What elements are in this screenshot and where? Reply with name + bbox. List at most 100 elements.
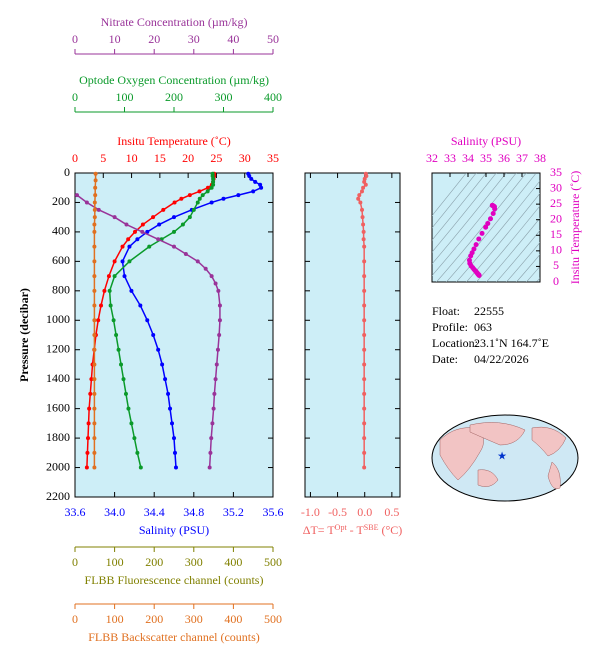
profile-point (93, 171, 98, 176)
y-tick-label: 1000 (46, 312, 70, 326)
profile-point (210, 421, 215, 426)
profile-point (147, 244, 152, 249)
isopycnal (432, 173, 517, 277)
delta-point (362, 318, 367, 323)
delta-point (360, 207, 364, 212)
profile-point (138, 465, 143, 470)
profile-point (92, 207, 97, 212)
x-axis-label-part: Opt (335, 523, 348, 532)
x-tick-label: 0 (72, 32, 78, 46)
plot-area (304, 172, 401, 498)
profile-point (145, 318, 150, 323)
profile-point (209, 200, 214, 205)
x-tick-label: 20 (148, 32, 160, 46)
y-tick-label: 1800 (46, 430, 70, 444)
x-tick-label: 36 (498, 151, 510, 165)
profile-point (205, 185, 210, 190)
profile-point (215, 347, 220, 352)
profile-point (213, 377, 218, 382)
profile-point (132, 436, 137, 441)
isopycnal (456, 180, 540, 282)
ts-point (471, 246, 477, 252)
x-tick-label: 100 (116, 90, 134, 104)
profile-point (87, 406, 92, 411)
ts-title: Salinity (PSU) (451, 134, 521, 148)
x-axis-label-part: (°C) (378, 523, 402, 537)
isopycnal (476, 205, 540, 282)
profile-point (187, 215, 192, 220)
isopycnal (432, 173, 497, 253)
profile-point (172, 244, 176, 249)
x-tick-label: 40 (227, 32, 239, 46)
profile-point (166, 391, 171, 396)
ts-point (473, 242, 479, 248)
profile-point (251, 189, 256, 194)
x-axis-label: Insitu Temperature (˚C) (117, 134, 231, 148)
ts-point (468, 253, 474, 259)
profile-point (92, 347, 97, 352)
profile-point (183, 252, 188, 256)
y-tick-label: 20 (550, 211, 562, 225)
profile-point (259, 185, 264, 190)
profile-point (236, 193, 241, 198)
profile-point (86, 436, 91, 441)
profile-point (211, 406, 216, 411)
profile-point (92, 229, 97, 234)
x-tick-label: 25 (210, 151, 222, 165)
x-tick-label: 5 (100, 151, 106, 165)
x-axis-label: Nitrate Concentration (µm/kg) (101, 15, 248, 29)
profile-point (116, 347, 121, 352)
profile-point (129, 288, 134, 293)
profile-point (161, 207, 166, 212)
profile-point (172, 436, 176, 441)
profile-point (122, 274, 127, 279)
profile-point (179, 196, 184, 201)
profile-point (212, 391, 217, 396)
x-tick-label: 30 (239, 151, 251, 165)
y-tick-label: 25 (550, 196, 562, 210)
delta-point (361, 222, 366, 227)
profile-point (132, 229, 137, 234)
profile-point (253, 179, 258, 184)
x-axis-label-part: ΔT= T (303, 523, 336, 537)
profile-point (96, 207, 101, 212)
y-tick-label: 2200 (46, 489, 70, 503)
x-tick-label: 32 (426, 151, 438, 165)
delta-point (356, 196, 361, 201)
isopycnal (432, 173, 477, 229)
x-axis-label: FLBB Fluorescence channel (counts) (85, 573, 264, 587)
profile-point (127, 244, 132, 249)
map-land (469, 422, 526, 446)
profile-point (138, 303, 143, 308)
info-value: 22555 (474, 304, 504, 318)
profile-point (92, 288, 97, 293)
profile-point (84, 465, 89, 470)
profile-point (120, 259, 125, 264)
isopycnal (432, 173, 467, 217)
delta-point (362, 347, 367, 352)
y-tick-label: 1400 (46, 371, 70, 385)
delta-point (362, 377, 367, 382)
profile-point (96, 318, 101, 323)
profile-point (93, 193, 98, 198)
profile-point (89, 377, 94, 382)
ts-point (476, 272, 482, 278)
profile-point (213, 281, 218, 286)
x-tick-label: 400 (264, 90, 282, 104)
x-axis-label: FLBB Backscatter channel (counts) (88, 630, 260, 644)
profile-point (92, 362, 97, 367)
profile-point (200, 193, 205, 198)
delta-point (362, 391, 367, 396)
x-tick-label: 34.0 (104, 505, 125, 519)
profile-point (92, 465, 97, 470)
profile-point (93, 178, 98, 183)
x-tick-label: 37 (516, 151, 528, 165)
profile-point (211, 176, 216, 181)
profile-point (92, 421, 97, 426)
profile-point (93, 185, 98, 190)
x-tick-label: 34 (462, 151, 474, 165)
profile-point (92, 450, 97, 455)
profile-point (209, 436, 214, 441)
